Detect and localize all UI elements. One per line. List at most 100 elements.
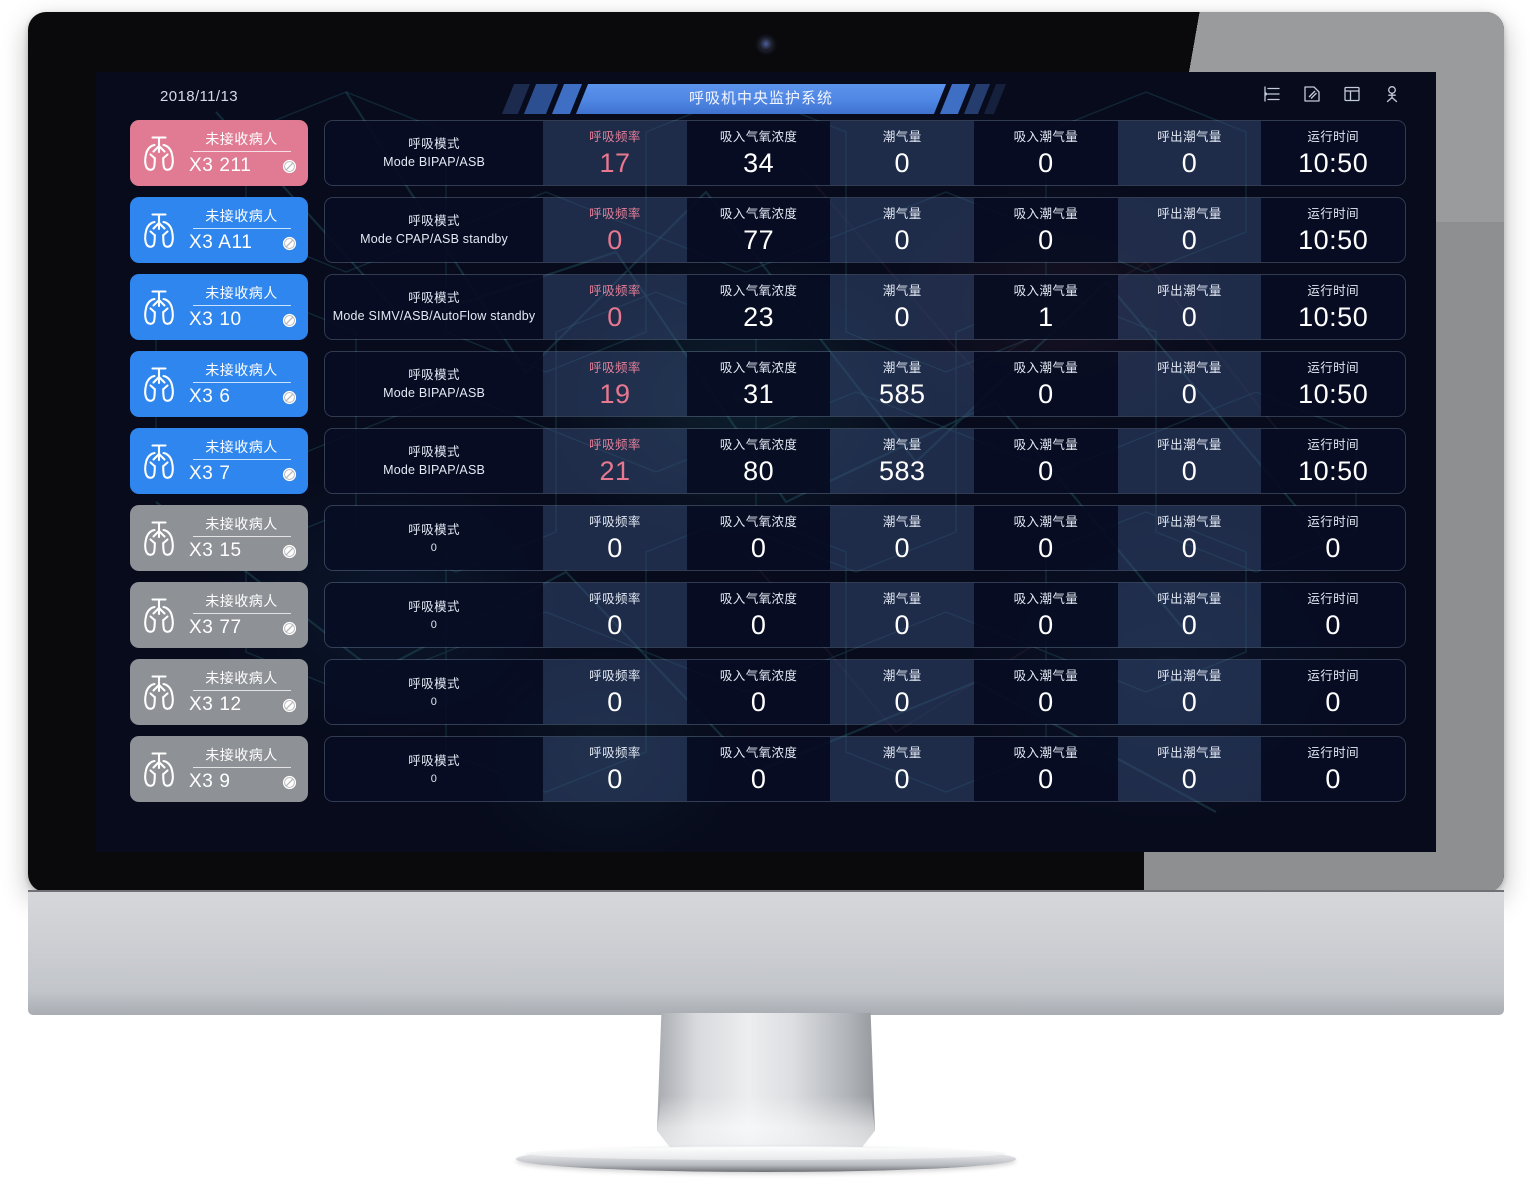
column-label-mode: 呼吸模式 xyxy=(408,522,460,537)
ventilator-table: 呼吸模式 Mode BIPAP/ASB 呼吸频率 17 吸入气氧浓度 34 潮气量 0 吸入潮气… xyxy=(324,120,1406,852)
column-label-runtime: 运行时间 xyxy=(1307,668,1359,683)
ventilator-value-fio2: 34 xyxy=(743,147,775,178)
column-label-fio2: 吸入气氧浓度 xyxy=(719,668,798,683)
patient-status-label: 未接收病人 xyxy=(205,131,278,147)
column-label-runtime: 运行时间 xyxy=(1307,591,1359,606)
no-link-badge-icon[interactable] xyxy=(282,698,297,713)
no-link-badge-icon[interactable] xyxy=(282,775,297,790)
ventilator-row[interactable]: 呼吸模式 0 呼吸频率 0 吸入气氧浓度 0 潮气量 0 吸入潮气量 0 呼出潮气量 0 运行时间 0 xyxy=(324,736,1406,802)
ventilator-row[interactable]: 呼吸模式 Mode SIMV/ASB/AutoFlow standby 呼吸频率 0 吸… xyxy=(324,274,1406,340)
ventilator-value-tidal: 583 xyxy=(878,455,926,486)
patient-card[interactable]: 未接收病人 X3 211 xyxy=(130,120,308,186)
user-account-icon[interactable] xyxy=(1382,84,1402,104)
patient-status-label: 未接收病人 xyxy=(205,285,278,301)
ventilator-cell-tidal_out: 呼出潮气量 0 xyxy=(1117,198,1262,262)
column-label-mode: 呼吸模式 xyxy=(408,753,460,768)
ventilator-value-rate: 0 xyxy=(607,301,623,332)
ventilator-cell-fio2: 吸入气氧浓度 77 xyxy=(686,198,831,262)
ventilator-value-mode: Mode SIMV/ASB/AutoFlow standby xyxy=(332,309,536,323)
ventilator-value-tidal_in: 0 xyxy=(1038,147,1054,178)
ventilator-cell-fio2: 吸入气氧浓度 23 xyxy=(686,275,831,339)
lungs-icon xyxy=(139,209,179,251)
ventilator-value-mode: Mode CPAP/ASB standby xyxy=(360,232,508,246)
patient-card[interactable]: 未接收病人 X3 A11 xyxy=(130,197,308,263)
patient-card-divider xyxy=(192,767,291,768)
patient-device-id: X3 77 xyxy=(189,617,242,638)
patient-card-info: 未接收病人 X3 9 xyxy=(179,745,300,793)
ventilator-cell-rate: 呼吸频率 0 xyxy=(543,583,687,647)
ventilator-value-fio2: 0 xyxy=(750,763,767,794)
patient-card[interactable]: 未接收病人 X3 10 xyxy=(130,274,308,340)
patient-card[interactable]: 未接收病人 X3 7 xyxy=(130,428,308,494)
patient-device-id: X3 7 xyxy=(189,463,231,484)
patient-card[interactable]: 未接收病人 X3 12 xyxy=(130,659,308,725)
no-link-badge-icon[interactable] xyxy=(282,159,297,174)
no-link-badge-icon[interactable] xyxy=(282,390,297,405)
no-link-badge-icon[interactable] xyxy=(282,621,297,636)
patient-card-info: 未接收病人 X3 6 xyxy=(179,360,300,408)
ventilator-cell-tidal_in: 吸入潮气量 0 xyxy=(974,583,1118,647)
ventilator-value-rate: 19 xyxy=(599,378,631,409)
ventilator-value-runtime: 0 xyxy=(1325,763,1341,794)
ventilator-cell-rate: 呼吸频率 21 xyxy=(543,429,687,493)
patient-card-divider xyxy=(192,228,291,229)
ventilator-value-tidal_out: 0 xyxy=(1181,609,1198,640)
ventilator-row[interactable]: 呼吸模式 0 呼吸频率 0 吸入气氧浓度 0 潮气量 0 吸入潮气量 0 呼出潮气量 0 运行时间 0 xyxy=(324,659,1406,725)
ventilator-value-tidal_in: 0 xyxy=(1038,378,1054,409)
column-label-rate: 呼吸频率 xyxy=(589,514,641,529)
patient-status-label: 未接收病人 xyxy=(205,208,278,224)
patient-card[interactable]: 未接收病人 X3 9 xyxy=(130,736,308,802)
column-label-tidal: 潮气量 xyxy=(882,129,922,144)
patient-device-id: X3 9 xyxy=(189,771,231,792)
ventilator-value-tidal_in: 0 xyxy=(1038,532,1054,563)
ventilator-row[interactable]: 呼吸模式 Mode CPAP/ASB standby 呼吸频率 0 吸入气氧浓度 77 潮气… xyxy=(324,197,1406,263)
ventilator-value-runtime: 0 xyxy=(1325,532,1341,563)
ventilator-value-tidal: 0 xyxy=(894,763,911,794)
ventilator-row[interactable]: 呼吸模式 Mode BIPAP/ASB 呼吸频率 19 吸入气氧浓度 31 潮气量 585 吸入… xyxy=(324,351,1406,417)
ventilator-value-rate: 21 xyxy=(599,455,631,486)
ventilator-row[interactable]: 呼吸模式 0 呼吸频率 0 吸入气氧浓度 0 潮气量 0 吸入潮气量 0 呼出潮气量 0 运行时间 0 xyxy=(324,582,1406,648)
no-link-badge-icon[interactable] xyxy=(282,236,297,251)
column-label-tidal_in: 吸入潮气量 xyxy=(1013,283,1079,298)
patient-card[interactable]: 未接收病人 X3 15 xyxy=(130,505,308,571)
ventilator-row[interactable]: 呼吸模式 Mode BIPAP/ASB 呼吸频率 17 吸入气氧浓度 34 潮气量 0 吸入潮气… xyxy=(324,120,1406,186)
no-link-badge-icon[interactable] xyxy=(282,313,297,328)
ventilator-value-mode: 0 xyxy=(430,695,438,708)
no-link-badge-icon[interactable] xyxy=(282,544,297,559)
column-label-runtime: 运行时间 xyxy=(1307,514,1359,529)
patient-card[interactable]: 未接收病人 X3 6 xyxy=(130,351,308,417)
column-label-fio2: 吸入气氧浓度 xyxy=(719,206,798,221)
ventilator-cell-rate: 呼吸频率 19 xyxy=(543,352,687,416)
list-indent-icon[interactable] xyxy=(1262,84,1282,104)
patient-device-id: X3 6 xyxy=(189,386,231,407)
ventilator-value-rate: 0 xyxy=(607,532,623,563)
column-label-tidal: 潮气量 xyxy=(882,514,922,529)
ventilator-value-runtime: 10:50 xyxy=(1298,455,1369,486)
patient-status-label: 未接收病人 xyxy=(205,362,278,378)
patient-card-divider xyxy=(192,305,291,306)
column-label-tidal_out: 呼出潮气量 xyxy=(1157,668,1222,683)
ventilator-value-tidal_in: 0 xyxy=(1038,455,1054,486)
ventilator-cell-tidal: 潮气量 0 xyxy=(830,583,975,647)
ventilator-value-mode: Mode BIPAP/ASB xyxy=(383,463,486,477)
ventilator-value-fio2: 0 xyxy=(750,532,767,563)
ventilator-cell-tidal_in: 吸入潮气量 0 xyxy=(974,352,1118,416)
ventilator-row[interactable]: 呼吸模式 0 呼吸频率 0 吸入气氧浓度 0 潮气量 0 吸入潮气量 0 呼出潮气量 0 运行时间 0 xyxy=(324,505,1406,571)
ventilator-cell-fio2: 吸入气氧浓度 80 xyxy=(686,429,831,493)
patient-card-info: 未接收病人 X3 77 xyxy=(179,591,300,639)
column-label-tidal_out: 呼出潮气量 xyxy=(1157,591,1222,606)
ventilator-value-mode: Mode BIPAP/ASB xyxy=(383,386,486,400)
column-label-tidal: 潮气量 xyxy=(882,437,922,452)
patient-card[interactable]: 未接收病人 X3 77 xyxy=(130,582,308,648)
ventilator-row[interactable]: 呼吸模式 Mode BIPAP/ASB 呼吸频率 21 吸入气氧浓度 80 潮气量 583 吸入… xyxy=(324,428,1406,494)
ventilator-value-tidal_out: 0 xyxy=(1181,147,1198,178)
lungs-icon xyxy=(139,286,179,328)
column-label-mode: 呼吸模式 xyxy=(408,214,460,228)
ventilator-value-runtime: 0 xyxy=(1325,686,1341,717)
edit-note-icon[interactable] xyxy=(1302,84,1322,104)
ventilator-cell-runtime: 运行时间 10:50 xyxy=(1261,352,1405,416)
layout-panel-icon[interactable] xyxy=(1342,84,1362,104)
ventilator-cell-mode: 呼吸模式 Mode BIPAP/ASB xyxy=(325,429,544,493)
lungs-icon xyxy=(139,748,179,790)
no-link-badge-icon[interactable] xyxy=(282,467,297,482)
